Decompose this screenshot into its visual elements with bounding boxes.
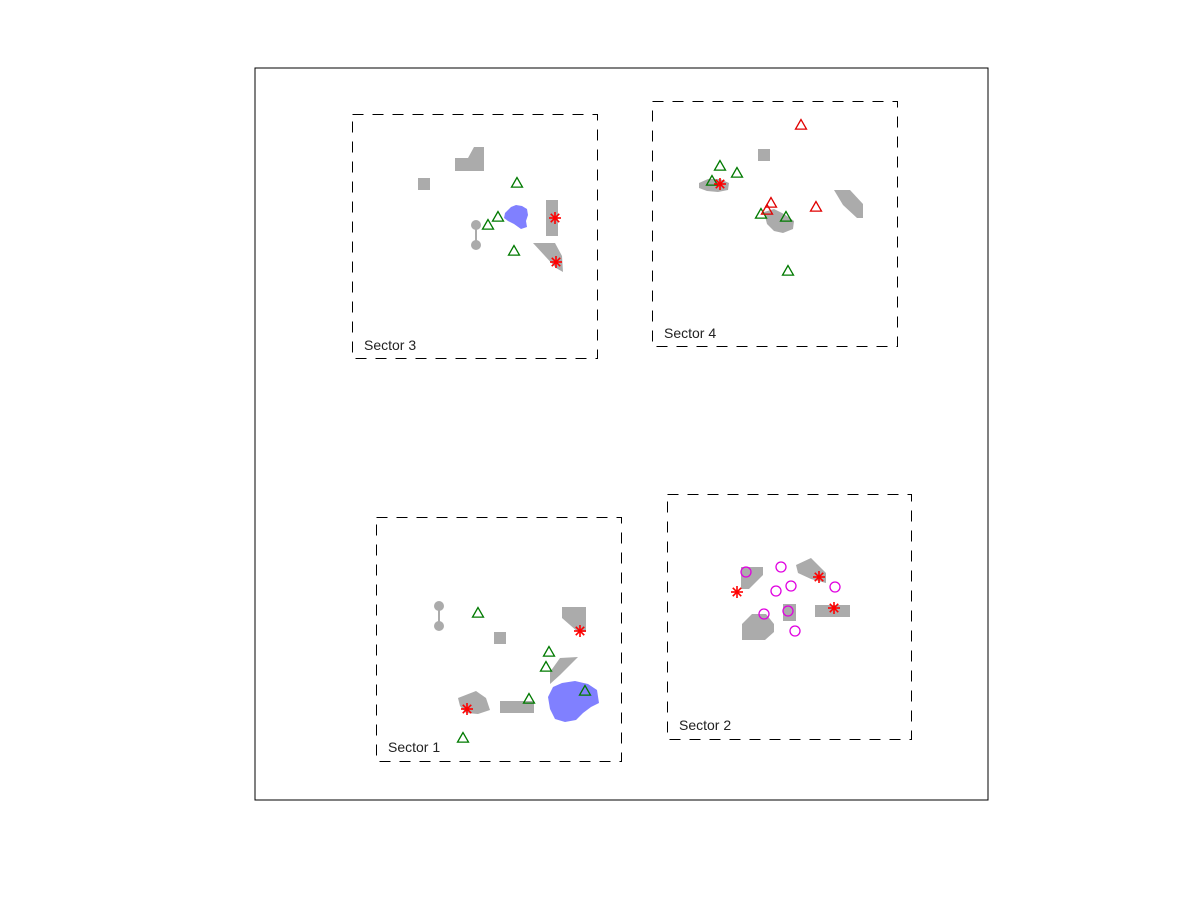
sector-label: Sector 1 [388, 739, 440, 755]
obstacle [494, 632, 506, 644]
green-triangle-icon [705, 174, 719, 186]
sector-label: Sector 3 [364, 337, 416, 353]
green-triangle-icon [713, 159, 727, 171]
marker-layer [456, 606, 592, 743]
sector-border [667, 494, 912, 740]
magenta-circle-icon [775, 561, 787, 573]
marker-layer [481, 176, 562, 268]
sector-border [652, 101, 898, 347]
magenta-circle-icon [789, 625, 801, 637]
green-triangle-icon [522, 692, 536, 704]
green-triangle-icon [779, 210, 793, 222]
obstacle [500, 701, 534, 713]
red-asterisk-icon [550, 256, 562, 268]
sector-4: Sector 4 [652, 101, 898, 347]
green-triangle-icon [456, 731, 470, 743]
obstacle [475, 225, 477, 245]
marker-layer [705, 118, 823, 276]
red-asterisk-icon [813, 571, 825, 583]
obstacle [742, 614, 774, 640]
green-triangle-icon [539, 660, 553, 672]
water-area [504, 205, 528, 229]
red-triangle-icon [809, 200, 823, 212]
green-triangle-icon [730, 166, 744, 178]
sector-label: Sector 4 [664, 325, 716, 341]
obstacle [455, 147, 484, 171]
green-triangle-icon [507, 244, 521, 256]
obstacle [834, 190, 863, 218]
magenta-circle-icon [782, 605, 794, 617]
obstacle [550, 657, 578, 684]
red-triangle-icon [764, 196, 778, 208]
sector-3: Sector 3 [352, 114, 598, 359]
red-triangle-icon [760, 203, 774, 215]
map-frame [254, 67, 989, 801]
sector-1: Sector 1 [376, 517, 622, 762]
red-asterisk-icon [828, 602, 840, 614]
red-asterisk-icon [461, 703, 473, 715]
magenta-circle-icon [829, 581, 841, 593]
green-triangle-icon [491, 210, 505, 222]
magenta-circle-icon [770, 585, 782, 597]
green-triangle-icon [578, 684, 592, 696]
green-triangle-icon [781, 264, 795, 276]
green-triangle-icon [754, 207, 768, 219]
obstacle [438, 606, 440, 626]
obstacle [764, 209, 794, 233]
sector-border [352, 114, 598, 359]
green-triangle-icon [542, 645, 556, 657]
red-asterisk-icon [574, 625, 586, 637]
marker-layer [731, 561, 841, 637]
magenta-circle-icon [785, 580, 797, 592]
green-triangle-icon [471, 606, 485, 618]
magenta-circle-icon [740, 566, 752, 578]
red-asterisk-icon [714, 178, 726, 190]
sector-border [376, 517, 622, 762]
sector-2: Sector 2 [667, 494, 912, 740]
obstacle [418, 178, 430, 190]
sector-label: Sector 2 [679, 717, 731, 733]
green-triangle-icon [481, 218, 495, 230]
red-triangle-icon [794, 118, 808, 130]
magenta-circle-icon [758, 608, 770, 620]
obstacle [815, 605, 850, 617]
red-asterisk-icon [549, 212, 561, 224]
obstacle [741, 567, 763, 589]
water-area [548, 681, 599, 722]
obstacle-layer [699, 149, 863, 233]
green-triangle-icon [510, 176, 524, 188]
red-asterisk-icon [731, 586, 743, 598]
obstacle [758, 149, 770, 161]
